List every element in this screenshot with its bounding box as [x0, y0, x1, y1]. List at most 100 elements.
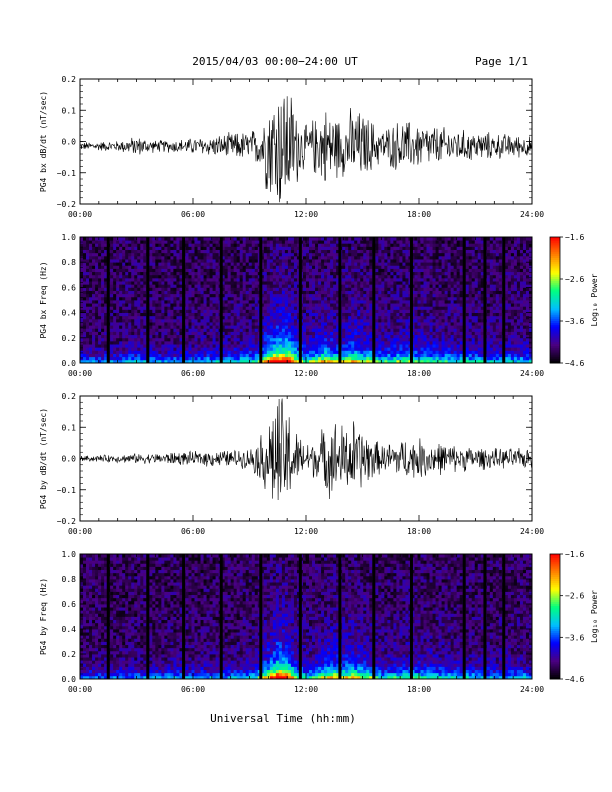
spectrogram-cell [92, 322, 96, 326]
spectrogram-cell [191, 322, 195, 326]
spectrogram-cell [432, 353, 436, 358]
spectrogram-cell [444, 306, 449, 310]
spectrogram-cell [233, 331, 238, 336]
spectrogram-cell [318, 237, 322, 241]
spectrogram-cell [134, 249, 138, 254]
spectrogram-cell [414, 312, 418, 317]
spectrogram-cell [188, 347, 192, 351]
spectrogram-cell [116, 309, 120, 313]
spectrogram-cell [390, 277, 394, 282]
spectrogram-cell [164, 246, 168, 250]
spectrogram-cell [83, 246, 87, 250]
spectrogram-cell [357, 259, 361, 263]
spectrogram-cell [215, 246, 220, 250]
spectrogram-cell [306, 315, 310, 320]
spectrogram-cell [113, 303, 117, 307]
spectrogram-cell [411, 353, 415, 358]
spectrogram-cell [275, 356, 280, 361]
spectrogram-cell [167, 328, 171, 332]
spectrogram-cell [402, 290, 406, 295]
spectrogram-cell [95, 337, 99, 342]
spectrogram-cell [128, 312, 132, 317]
spectrogram-cell [80, 296, 84, 301]
spectrogram-cell [321, 274, 325, 279]
spectrogram-cell [345, 337, 349, 342]
spectrogram-cell [215, 318, 220, 323]
spectrogram-cell [89, 284, 93, 288]
spectrogram-cell [212, 243, 216, 247]
spectrogram-cell [227, 309, 232, 313]
spectrogram-cell [309, 259, 313, 263]
spectrogram-cell [290, 356, 295, 361]
spectrogram-cell [369, 287, 373, 291]
spectrogram-cell [242, 331, 247, 336]
spectrogram-cell [324, 237, 328, 241]
spectrogram-cell [414, 306, 418, 310]
spectrogram-cell [405, 293, 409, 298]
spectrogram-cell [215, 284, 220, 288]
spectrogram-cell [104, 290, 108, 295]
spectrogram-cell [224, 334, 229, 339]
spectrogram-cell [185, 255, 189, 260]
spectrogram-cell [200, 306, 204, 310]
spectrogram-cell [161, 281, 165, 285]
spectrogram-cell [381, 296, 385, 301]
spectrogram-cell [83, 255, 87, 260]
spectrogram-cell [312, 265, 316, 269]
spectrogram-cell [194, 359, 198, 364]
spectrogram-cell [89, 331, 93, 336]
spectrogram-cell [411, 318, 415, 323]
spectrogram-cell [441, 350, 446, 354]
spectrogram-cell [83, 271, 87, 276]
spectrogram-cell [158, 334, 162, 339]
spectrogram-cell [92, 255, 96, 260]
spectrogram-cell [402, 277, 406, 282]
spectrogram-cell [254, 331, 259, 336]
spectrogram-cell [80, 312, 84, 317]
spectrogram-cell [438, 296, 442, 301]
spectrogram-cell [254, 290, 259, 295]
spectrogram-cell [375, 347, 379, 351]
spectrogram-cell [357, 277, 361, 282]
spectrogram-cell [119, 306, 123, 310]
spectrogram-cell [260, 315, 265, 320]
spectrogram-cell [278, 237, 283, 241]
spectrogram-cell [351, 271, 355, 276]
spectrogram-cell [173, 328, 177, 332]
spectrogram-cell [170, 322, 174, 326]
spectrogram-cell [287, 284, 292, 288]
spectrogram-cell [167, 237, 171, 241]
spectrogram-cell [227, 337, 232, 342]
spectrogram-cell [170, 296, 174, 301]
spectrogram-cell [441, 246, 446, 250]
spectrogram-cell [272, 268, 277, 273]
spectrogram-cell [278, 274, 283, 279]
spectrogram-cell [248, 322, 253, 326]
spectrogram-cell [354, 322, 358, 326]
spectrogram-cell [266, 318, 271, 323]
spectrogram-cell [95, 284, 99, 288]
spectrogram-cell [390, 255, 394, 260]
spectrogram-cell [179, 331, 183, 336]
spectrogram-cell [194, 259, 198, 263]
spectrogram-cell [179, 322, 183, 326]
spectrogram-cell [429, 277, 433, 282]
spectrogram-cell [167, 287, 171, 291]
spectrogram-cell [302, 249, 307, 254]
spectrogram-cell [426, 246, 430, 250]
spectrogram-cell [438, 350, 442, 354]
spectrogram-cell [327, 347, 331, 351]
spectrogram-cell [203, 331, 207, 336]
spectrogram-cell [384, 277, 388, 282]
spectrogram-cell [342, 252, 346, 257]
spectrogram-cell [200, 293, 204, 298]
spectrogram-cell [89, 252, 93, 257]
spectrogram-cell [420, 243, 424, 247]
spectrogram-cell [342, 331, 346, 336]
spectrogram-cell [206, 287, 210, 291]
spectrogram-cell [396, 347, 400, 351]
spectrogram-cell [360, 293, 364, 298]
spectrogram-cell [233, 350, 238, 354]
spectrogram-cell [411, 309, 415, 313]
spectrogram-cell [149, 306, 153, 310]
